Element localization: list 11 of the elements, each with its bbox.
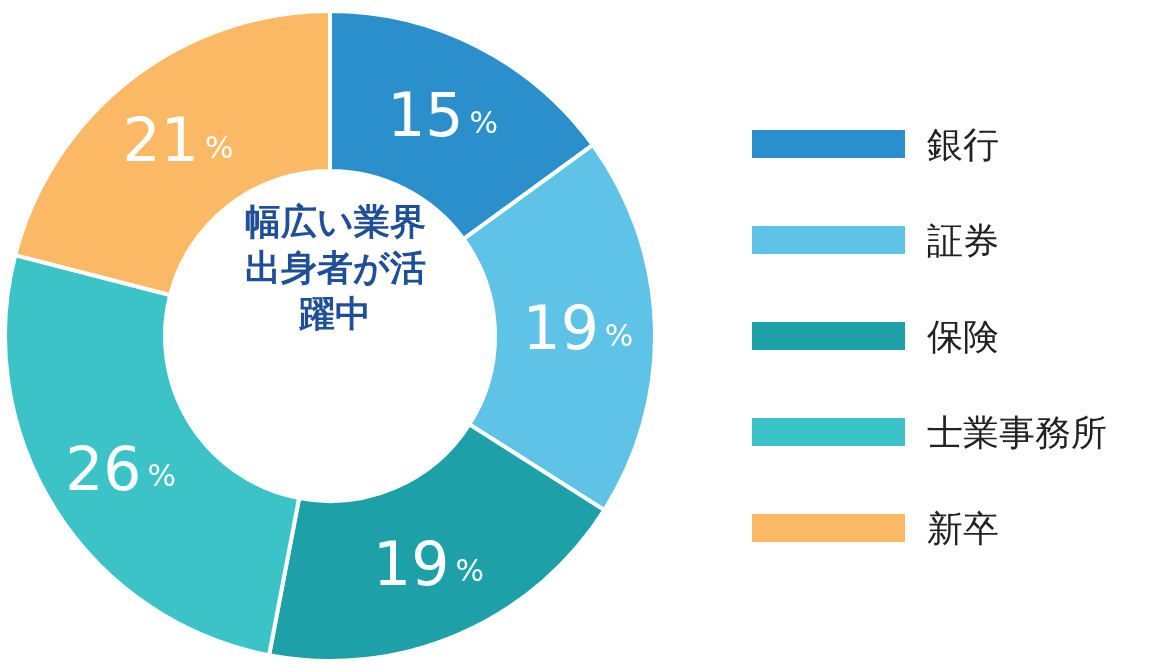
- data-label: 21%: [122, 105, 234, 176]
- data-label: 19%: [373, 528, 484, 599]
- legend-label: 保険: [927, 315, 999, 357]
- data-label: 15%: [387, 80, 499, 151]
- text: 幅広い業界出身者が活躍中: [244, 200, 426, 334]
- legend-label: 銀行: [927, 123, 999, 165]
- data-label: 26%: [65, 433, 177, 504]
- legend-label: 新卒: [927, 507, 999, 549]
- legend-label: 士業事務所: [927, 411, 1107, 453]
- legend-label: 証券: [927, 219, 999, 261]
- data-label: 19%: [522, 293, 634, 364]
